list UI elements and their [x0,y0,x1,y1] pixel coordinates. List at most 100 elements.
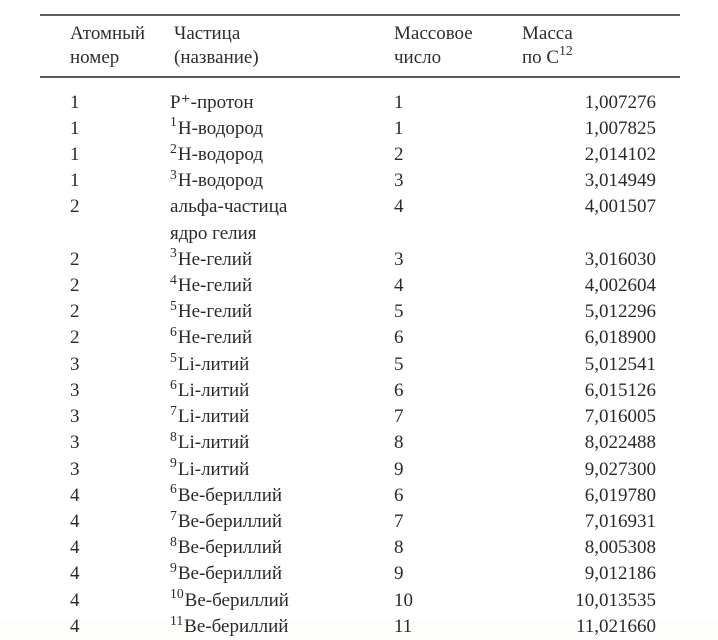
isotope-superscript: 8 [170,429,177,444]
header-text: (название) [174,47,259,68]
isotope-superscript: 9 [170,455,177,470]
element-symbol: Be- [184,616,211,637]
cell-mass-c12: 7,016931 [510,509,680,535]
cell-mass-c12: 8,022488 [510,430,680,456]
element-name: бериллий [205,563,282,584]
header-text: число [394,47,441,68]
isotope-superscript: 6 [170,481,177,496]
element-symbol: Be- [178,485,205,506]
isotope-superscript: 8 [170,534,177,549]
element-symbol: He- [178,249,206,270]
isotope-superscript: 3 [170,167,177,182]
element-name: гелий [206,327,252,348]
element-name: гелий [206,275,252,296]
element-symbol: H- [178,118,198,139]
cell-mass-c12: 3,014949 [510,168,680,194]
table-row: 13H-водород33,014949 [40,168,680,194]
cell-mass-number: 8 [390,535,510,561]
cell-particle: 11Be-бериллий [170,614,390,640]
cell-particle: 10Be-бериллий [170,588,390,614]
cell-mass-c12: 9,012186 [510,561,680,587]
cell-mass-c12: 2,014102 [510,142,680,168]
isotope-table: Атомный номер Частица (название) Массово… [40,14,680,640]
cell-mass-number: 7 [390,509,510,535]
element-symbol: Li- [178,406,201,427]
cell-atomic-number: 4 [40,535,170,561]
isotope-superscript: 11 [170,613,183,628]
cell-mass-c12: 5,012296 [510,299,680,325]
table-row: 26He-гелий6 6,018900 [40,325,680,351]
element-name: альфа-частица [170,196,287,217]
table-row: 411Be-бериллий1111,021660 [40,614,680,640]
element-symbol: He- [178,327,206,348]
cell-atomic-number: 4 [40,588,170,614]
cell-atomic-number: 2 [40,325,170,351]
cell-mass-number: 3 [390,247,510,273]
isotope-superscript: 5 [170,350,177,365]
cell-particle: 9Be-бериллий [170,561,390,587]
element-name: водород [198,144,263,165]
cell-mass-number: 5 [390,299,510,325]
element-name: гелий [206,249,252,270]
cell-mass-number: 2 [390,142,510,168]
element-name: бериллий [205,537,282,558]
cell-particle: 5He-гелий [170,299,390,325]
cell-atomic-number: 4 [40,509,170,535]
cell-particle: 8Li-литий [170,430,390,456]
cell-mass-number: 6 [390,378,510,404]
table-row: 37Li-литий77,016005 [40,404,680,430]
element-name: литий [201,406,249,427]
element-name: протон [197,92,254,113]
cell-atomic-number: 3 [40,457,170,483]
cell-atomic-number: 1 [40,142,170,168]
cell-particle: 6He-гелий [170,325,390,351]
cell-mass-number: 8 [390,430,510,456]
cell-atomic-number: 1 [40,168,170,194]
element-symbol: Be- [178,537,205,558]
cell-particle: 2H-водород [170,142,390,168]
col-mass-number: Массовое число [390,16,510,76]
cell-mass-c12: 3,016030 [510,247,680,273]
element-symbol: Li- [178,380,201,401]
isotope-superscript: 1 [170,114,177,129]
element-symbol: Be- [178,563,205,584]
isotope-superscript: 10 [170,586,184,601]
table-row: 36Li-литий66,015126 [40,378,680,404]
element-name: бериллий [212,616,289,637]
table-row: 11H-водород11,007825 [40,116,680,142]
cell-atomic-number: 3 [40,378,170,404]
cell-mass-number: 5 [390,352,510,378]
table-row: 38Li-литий88,022488 [40,430,680,456]
cell-mass-c12: 7,016005 [510,404,680,430]
element-name: литий [201,432,249,453]
cell-mass-number: 6 [390,483,510,509]
cell-mass-c12: 8,005308 [510,535,680,561]
cell-mass-c12: 6,018900 [510,325,680,351]
element-name: бериллий [205,511,282,532]
cell-atomic-number: 2 [40,247,170,273]
cell-mass-number: 4 [390,273,510,299]
cell-mass-c12: 6,019780 [510,483,680,509]
isotope-superscript: 6 [170,377,177,392]
cell-mass-number: 9 [390,561,510,587]
element-name: ядро гелия [170,223,257,244]
cell-mass-c12: 5,012541 [510,352,680,378]
isotope-superscript: 6 [170,324,177,339]
cell-mass-c12: 11,021660 [510,614,680,640]
header-text: Массовое [394,23,473,44]
element-symbol: Be- [178,511,205,532]
cell-particle: P⁺-протон [170,90,390,116]
element-name: бериллий [212,590,289,611]
element-symbol: He- [178,275,206,296]
element-name: гелий [206,301,252,322]
isotope-superscript: 7 [170,403,177,418]
table-row: 47Be-бериллий77,016931 [40,509,680,535]
table-row: ядро гелия [40,221,680,247]
element-symbol: P⁺- [170,92,197,113]
header-text: номер [70,47,119,68]
col-atomic-number: Атомный номер [40,16,170,76]
cell-particle: 7Li-литий [170,404,390,430]
cell-mass-c12: 10,013535 [510,588,680,614]
cell-atomic-number: 2 [40,194,170,220]
cell-mass-number: 4 [390,194,510,220]
